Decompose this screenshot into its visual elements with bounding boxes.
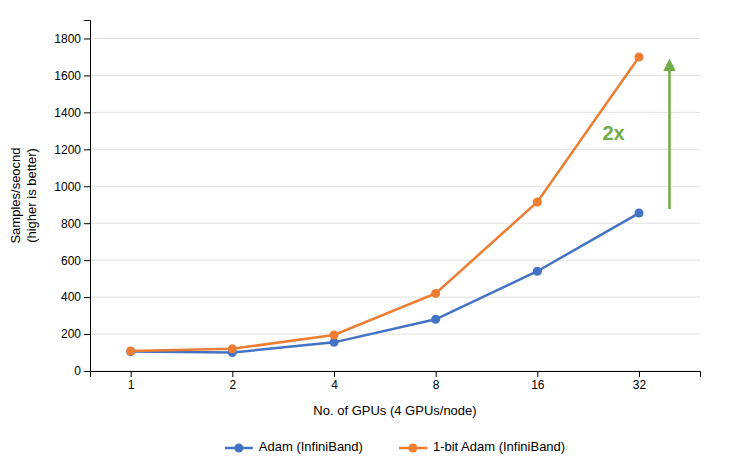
y-tick: 600 — [61, 253, 90, 267]
x-tick-label: 4 — [331, 378, 338, 392]
y-tick-mark — [84, 38, 90, 39]
x-tick-label: 32 — [633, 378, 647, 392]
y-tick-mark — [84, 371, 90, 372]
y-axis-title: Samples/seocnd(higher is better) — [8, 147, 39, 243]
y-tick-mark — [84, 260, 90, 261]
series-line — [131, 57, 639, 351]
x-tick: 8 — [433, 371, 440, 392]
x-tick: 2 — [229, 371, 236, 392]
x-tick-mark — [639, 371, 640, 377]
legend-label: Adam (InfiniBand) — [259, 439, 363, 454]
x-tick-label: 1 — [128, 378, 135, 392]
y-tick-label: 1800 — [54, 32, 81, 46]
series-markers — [126, 209, 643, 357]
y-tick-label: 1400 — [54, 106, 81, 120]
data-point — [126, 347, 135, 356]
data-point — [533, 267, 542, 276]
data-point — [126, 347, 135, 356]
annotation-text: 2x — [602, 122, 624, 144]
y-tick: 1000 — [54, 180, 90, 194]
y-tick: 200 — [61, 327, 90, 341]
series-line — [131, 213, 639, 352]
annotation-arrow — [668, 61, 671, 209]
legend-swatch-marker — [408, 444, 417, 453]
y-tick: 1400 — [54, 106, 90, 120]
x-tick: 1 — [128, 371, 135, 392]
y-tick-mark — [84, 112, 90, 113]
data-point — [635, 52, 644, 61]
legend-swatch-marker — [234, 444, 243, 453]
y-tick-label: 1600 — [54, 69, 81, 83]
y-axis-title-line: Samples/seocnd — [8, 147, 23, 243]
x-tick: 16 — [531, 371, 545, 392]
grid-line — [90, 149, 700, 150]
x-tick-mark — [131, 371, 132, 377]
legend: Adam (InfiniBand) 1-bit Adam (InfiniBand) — [225, 439, 565, 454]
y-tick-label: 1200 — [54, 143, 81, 157]
y-axis: 0 200 400 600 800 1000 1200 1400 1600 1800 — [54, 21, 90, 379]
x-axis: 1 2 4 8 16 32 — [91, 371, 701, 392]
grid-line — [90, 186, 700, 187]
legend-item: 1-bit Adam (InfiniBand) — [399, 439, 565, 454]
y-tick-label: 600 — [61, 253, 81, 267]
x-tick-mark — [537, 371, 538, 377]
data-point — [431, 289, 440, 298]
data-point — [533, 197, 542, 206]
x-tick-label: 16 — [531, 378, 545, 392]
y-tick: 0 — [74, 364, 90, 378]
y-tick: 800 — [61, 217, 90, 231]
chart: 0 200 400 600 800 1000 1200 1400 1600 1800 1 2 4 8 16 3… — [0, 0, 730, 476]
grid-line — [90, 260, 700, 261]
x-tick-label: 8 — [433, 378, 440, 392]
grid-line — [90, 38, 700, 39]
y-tick-label: 1000 — [54, 180, 81, 194]
y-tick-label: 200 — [61, 327, 81, 341]
y-tick: 1600 — [54, 69, 90, 83]
grid-line — [90, 297, 700, 298]
grid-line — [90, 112, 700, 113]
x-axis-title: No. of GPUs (4 GPUs/node) — [313, 403, 476, 418]
x-tick-mark — [334, 371, 335, 377]
grid-line — [90, 75, 700, 76]
legend-label: 1-bit Adam (InfiniBand) — [433, 439, 565, 454]
x-tick-label: 2 — [229, 378, 236, 392]
y-tick: 1800 — [54, 32, 90, 46]
y-tick-mark — [84, 149, 90, 150]
y-tick-label: 800 — [61, 217, 81, 231]
x-tick-mark — [232, 371, 233, 377]
y-axis-title-line: (higher is better) — [24, 148, 39, 243]
annotation: 2x — [602, 61, 669, 209]
grid-line — [90, 223, 700, 224]
legend-item: Adam (InfiniBand) — [225, 439, 363, 454]
x-tick: 32 — [633, 371, 647, 392]
data-point — [228, 344, 237, 353]
data-point — [330, 330, 339, 339]
data-point — [431, 315, 440, 324]
x-axis-line — [91, 372, 701, 378]
plot: 0 200 400 600 800 1000 1200 1400 1600 1800 1 2 4 8 16 3… — [8, 21, 700, 419]
x-tick-mark — [436, 371, 437, 377]
y-tick: 400 — [61, 290, 90, 304]
y-tick-mark — [84, 297, 90, 298]
y-tick-mark — [84, 334, 90, 335]
data-point — [635, 209, 644, 218]
x-tick: 4 — [331, 371, 338, 392]
y-tick-mark — [84, 223, 90, 224]
grid-line — [90, 334, 700, 335]
series-group — [126, 52, 643, 357]
grid — [90, 38, 700, 371]
series-markers — [126, 52, 643, 355]
y-axis-line — [84, 21, 91, 372]
y-tick-label: 400 — [61, 290, 81, 304]
y-tick: 1200 — [54, 143, 90, 157]
y-tick-mark — [84, 186, 90, 187]
y-tick-mark — [84, 75, 90, 76]
y-tick-label: 0 — [74, 364, 81, 378]
